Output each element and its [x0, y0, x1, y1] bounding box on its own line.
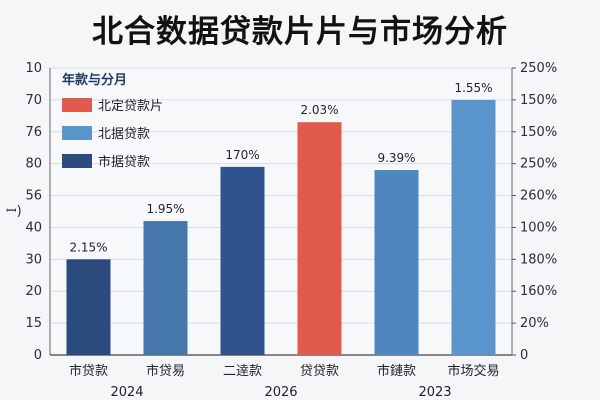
bar-data-label: 2.15% [69, 240, 107, 254]
right-tick-label: 260% [520, 189, 557, 204]
left-tick-label: 70 [25, 93, 42, 108]
legend-swatch [62, 154, 92, 168]
bar [143, 221, 188, 355]
left-tick-label: 56 [25, 189, 42, 204]
chart-title: 北合数据贷款片片与市场分析 [92, 14, 508, 50]
right-tick-label: 250% [520, 157, 557, 172]
x-category-label: 二逹款 [223, 364, 262, 379]
legend-title: 年款与分月 [62, 72, 127, 88]
left-tick-label: 76 [25, 125, 42, 140]
left-tick-label: 80 [25, 157, 42, 172]
x-category-label: 市贷易 [146, 363, 185, 379]
left-tick-label: 10 [25, 61, 42, 76]
x-category-label: 市场交易 [447, 363, 499, 379]
x-category-label: 贷贷款 [300, 364, 339, 379]
left-tick-label: 20 [25, 284, 42, 299]
left-axis-side-label: ꟷ) [6, 204, 22, 219]
year-label: 2026 [264, 385, 297, 400]
legend-swatch [62, 126, 92, 140]
left-tick-label: 15 [25, 316, 42, 331]
bar [66, 259, 111, 355]
bar [297, 122, 342, 355]
right-tick-label: 160% [520, 284, 557, 299]
year-label: 2024 [110, 385, 143, 400]
right-tick-label: 150% [520, 93, 557, 108]
x-category-label: 市贷款 [69, 363, 108, 379]
bar-data-label: 1.55% [454, 81, 492, 95]
right-tick-label: 100% [520, 220, 557, 235]
bar-data-label: 2.03% [300, 103, 338, 117]
year-label: 2023 [418, 385, 451, 400]
legend-swatch [62, 98, 92, 112]
x-category-label: 市鏈款 [377, 363, 416, 379]
bar-data-label: 1.95% [146, 202, 184, 216]
bar [220, 166, 265, 355]
plot-area [50, 68, 512, 355]
left-tick-label: 30 [25, 252, 42, 267]
bar-data-label: 9.39% [377, 151, 415, 165]
right-tick-label: 0 [520, 348, 528, 363]
bar [374, 170, 419, 355]
right-tick-label: 150% [520, 125, 557, 140]
legend-label: 北据贷款 [98, 127, 150, 142]
left-tick-label: 40 [25, 220, 42, 235]
left-tick-label: 0 [34, 348, 42, 363]
right-tick-label: 20% [520, 316, 549, 331]
right-tick-label: 250% [520, 61, 557, 76]
legend-label: 北定贷款片 [98, 99, 163, 114]
legend-label: 市据贷款 [98, 154, 150, 170]
right-tick-label: 180% [520, 252, 557, 267]
bar [451, 99, 496, 355]
bar-data-label: 170% [225, 148, 259, 162]
